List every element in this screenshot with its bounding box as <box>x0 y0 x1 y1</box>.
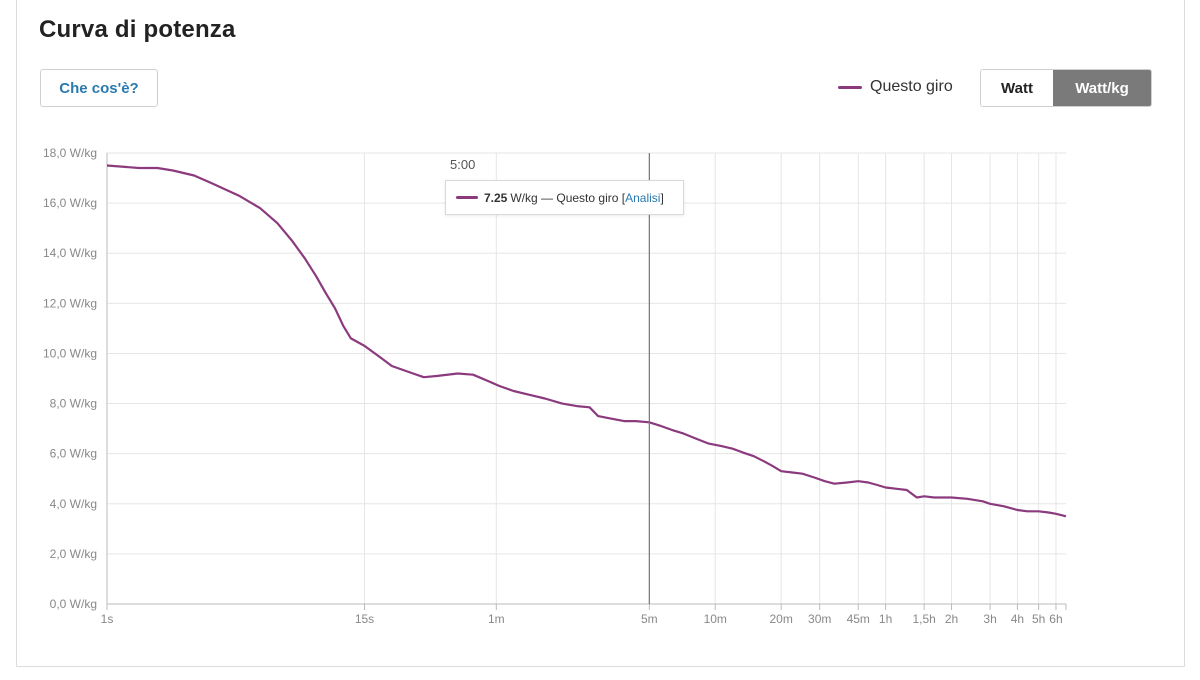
tooltip-bracket-open: [ <box>621 190 626 205</box>
x-tick-label: 45m <box>847 612 870 626</box>
y-tick-label: 14,0 W/kg <box>43 246 97 260</box>
y-tick-label: 0,0 W/kg <box>50 597 97 611</box>
x-tick-label: 2h <box>945 612 958 626</box>
x-tick-label: 1h <box>879 612 892 626</box>
x-tick-label: 20m <box>769 612 792 626</box>
tooltip-swatch <box>456 196 478 199</box>
y-tick-label: 10,0 W/kg <box>43 346 97 360</box>
chart-legend[interactable]: Questo giro <box>838 78 953 96</box>
y-tick-label: 12,0 W/kg <box>43 296 97 310</box>
y-tick-label: 8,0 W/kg <box>50 397 97 411</box>
y-tick-label: 18,0 W/kg <box>43 146 97 160</box>
x-axis-labels: 1s 15s 1m 5m 10m 20m 30m 45m 1h 1,5h 2h 3h 4h 5h 6h <box>101 612 1063 626</box>
x-tick-label: 1s <box>101 612 114 626</box>
x-tick-label: 3h <box>983 612 996 626</box>
x-tick-label: 5m <box>641 612 658 626</box>
x-tick-label: 1,5h <box>912 612 935 626</box>
legend-label: Questo giro <box>870 78 953 95</box>
tooltip-series: Questo giro <box>556 190 619 205</box>
y-tick-label: 6,0 W/kg <box>50 447 97 461</box>
x-tick-label: 4h <box>1011 612 1024 626</box>
x-tick-label: 30m <box>808 612 831 626</box>
tooltip-unit: W/kg <box>510 190 538 205</box>
chart-grid <box>106 152 1066 605</box>
x-tick-label: 10m <box>704 612 727 626</box>
help-button[interactable]: Che cos'è? <box>40 69 158 107</box>
analisi-link[interactable]: Analisi <box>625 190 661 205</box>
cursor-time-label: 5:00 <box>450 157 476 172</box>
chart-panel <box>16 0 1185 667</box>
tooltip-bracket-close: ] <box>660 190 664 205</box>
unit-toggle: Watt Watt/kg <box>980 69 1152 107</box>
y-tick-label: 2,0 W/kg <box>50 547 97 561</box>
y-axis-labels: 0,0 W/kg 2,0 W/kg 4,0 W/kg 6,0 W/kg 8,0 W/kg… <box>43 146 97 611</box>
x-tick-label: 5h <box>1032 612 1045 626</box>
y-tick-label: 16,0 W/kg <box>43 196 97 210</box>
x-tick-label: 6h <box>1049 612 1062 626</box>
watt-toggle-button[interactable]: Watt <box>981 70 1053 106</box>
page-title: Curva di potenza <box>39 16 236 43</box>
series-line-questo-giro <box>106 164 1067 518</box>
tooltip-value: 7.25 <box>484 190 508 205</box>
hover-tooltip: 7.25 W/kg — Questo giro [Analisi] <box>445 180 684 215</box>
chart-axes <box>106 153 1067 610</box>
tooltip-dash: — <box>537 190 557 205</box>
x-tick-label: 15s <box>355 612 374 626</box>
y-tick-label: 4,0 W/kg <box>50 497 97 511</box>
x-tick-label: 1m <box>488 612 505 626</box>
watt-per-kg-toggle-button[interactable]: Watt/kg <box>1053 70 1151 106</box>
legend-swatch <box>838 85 862 89</box>
